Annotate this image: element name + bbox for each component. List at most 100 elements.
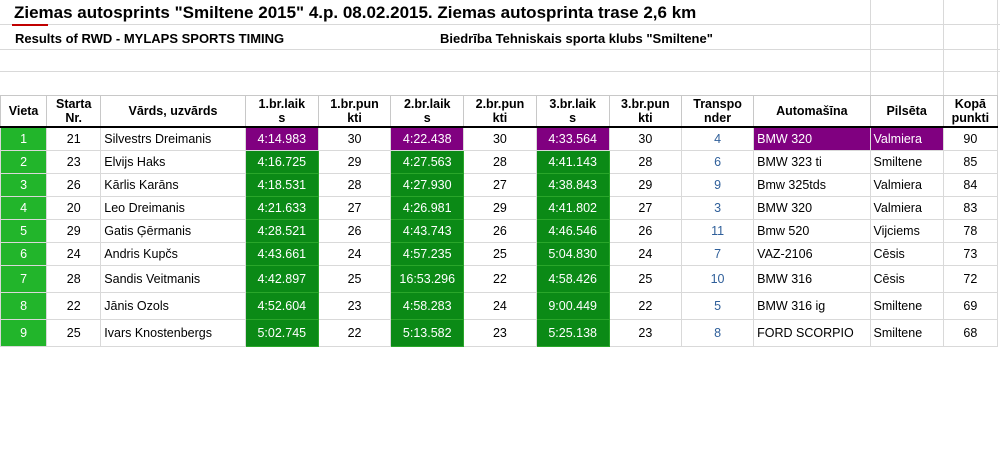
run1-points-cell: 26 <box>317 219 392 243</box>
transponder-cell: 3 <box>680 196 755 220</box>
run1-time-cell: 4:42.897 <box>244 265 319 293</box>
driver-name-cell: Kārlis Karāns <box>100 173 246 197</box>
run2-time-cell: 16:53.296 <box>390 265 465 293</box>
place-cell: 3 <box>0 173 48 197</box>
run3-time-cell: 4:46.546 <box>535 219 610 243</box>
run1-points-cell: 22 <box>317 319 392 347</box>
car-cell: Bmw 325tds <box>753 173 871 197</box>
column-header-time-1: 1.br.laik s <box>244 95 319 128</box>
column-header-points-1: 1.br.pun kti <box>317 95 392 128</box>
run3-points-cell: 30 <box>608 126 682 151</box>
header-row: Vieta Starta Nr. Vārds, uzvārds 1.br.laik… <box>0 95 999 128</box>
run3-time-cell: 4:41.802 <box>535 196 610 220</box>
run3-time-cell: 5:04.830 <box>535 242 610 266</box>
column-header-city: Pilsēta <box>869 95 944 128</box>
start-number-cell: 25 <box>46 319 102 347</box>
run3-points-cell: 25 <box>608 265 682 293</box>
transponder-cell: 10 <box>680 265 755 293</box>
run2-points-cell: 28 <box>463 150 537 174</box>
title-accent-underline <box>12 24 48 26</box>
column-header-time-3: 3.br.laik s <box>535 95 610 128</box>
table-row: 9 25 Ivars Knostenbergs 5:02.745 22 5:13.582 2… <box>0 319 999 347</box>
driver-name-cell: Sandis Veitmanis <box>100 265 246 293</box>
total-points-cell: 69 <box>942 292 999 320</box>
run2-points-cell: 22 <box>463 265 537 293</box>
column-header-starta-nr: Starta Nr. <box>46 95 102 128</box>
city-cell: Cēsis <box>869 265 944 293</box>
start-number-cell: 28 <box>46 265 102 293</box>
driver-name-cell: Jānis Ozols <box>100 292 246 320</box>
car-cell: Bmw 520 <box>753 219 871 243</box>
city-cell: Smiltene <box>869 319 944 347</box>
run3-time-cell: 5:25.138 <box>535 319 610 347</box>
run1-time-cell: 4:16.725 <box>244 150 319 174</box>
column-header-name: Vārds, uzvārds <box>100 95 246 128</box>
run2-points-cell: 30 <box>463 126 537 151</box>
place-cell: 4 <box>0 196 48 220</box>
run2-points-cell: 24 <box>463 292 537 320</box>
driver-name-cell: Silvestrs Dreimanis <box>100 126 246 151</box>
run1-time-cell: 4:52.604 <box>244 292 319 320</box>
run3-points-cell: 26 <box>608 219 682 243</box>
run1-time-cell: 4:14.983 <box>244 126 319 151</box>
total-points-cell: 73 <box>942 242 999 266</box>
run1-time-cell: 5:02.745 <box>244 319 319 347</box>
table-row: 6 24 Andris Kupčs 4:43.661 24 4:57.235 25 5:04.… <box>0 242 999 266</box>
city-cell: Valmiera <box>869 126 944 151</box>
transponder-cell: 5 <box>680 292 755 320</box>
run3-time-cell: 9:00.449 <box>535 292 610 320</box>
run1-time-cell: 4:18.531 <box>244 173 319 197</box>
start-number-cell: 20 <box>46 196 102 220</box>
city-cell: Valmiera <box>869 173 944 197</box>
driver-name-cell: Andris Kupčs <box>100 242 246 266</box>
run2-time-cell: 4:27.563 <box>390 150 465 174</box>
driver-name-cell: Gatis Ģērmanis <box>100 219 246 243</box>
run1-points-cell: 27 <box>317 196 392 220</box>
car-cell: BMW 323 ti <box>753 150 871 174</box>
run3-points-cell: 23 <box>608 319 682 347</box>
run3-points-cell: 24 <box>608 242 682 266</box>
results-body: 1 21 Silvestrs Dreimanis 4:14.983 30 4:22.438… <box>0 126 999 347</box>
city-cell: Valmiera <box>869 196 944 220</box>
column-header-points-2: 2.br.pun kti <box>463 95 537 128</box>
run3-points-cell: 28 <box>608 150 682 174</box>
run2-points-cell: 29 <box>463 196 537 220</box>
place-cell: 8 <box>0 292 48 320</box>
table-row: 7 28 Sandis Veitmanis 4:42.897 25 16:53.296 22… <box>0 265 999 293</box>
start-number-cell: 24 <box>46 242 102 266</box>
total-points-cell: 68 <box>942 319 999 347</box>
run2-time-cell: 4:58.283 <box>390 292 465 320</box>
driver-name-cell: Elvijs Haks <box>100 150 246 174</box>
run2-points-cell: 25 <box>463 242 537 266</box>
run2-points-cell: 26 <box>463 219 537 243</box>
car-cell: BMW 316 ig <box>753 292 871 320</box>
run1-time-cell: 4:43.661 <box>244 242 319 266</box>
city-cell: Smiltene <box>869 292 944 320</box>
transponder-cell: 7 <box>680 242 755 266</box>
total-points-cell: 78 <box>942 219 999 243</box>
run3-points-cell: 27 <box>608 196 682 220</box>
place-cell: 7 <box>0 265 48 293</box>
run1-points-cell: 24 <box>317 242 392 266</box>
car-cell: BMW 316 <box>753 265 871 293</box>
run1-time-cell: 4:28.521 <box>244 219 319 243</box>
spreadsheet-gridlines <box>0 0 1000 130</box>
column-header-total: Kopā punkti <box>942 95 999 128</box>
run2-points-cell: 27 <box>463 173 537 197</box>
transponder-cell: 8 <box>680 319 755 347</box>
table-row: 8 22 Jānis Ozols 4:52.604 23 4:58.283 24 9:00.4… <box>0 292 999 320</box>
city-cell: Vijciems <box>869 219 944 243</box>
run2-time-cell: 4:22.438 <box>390 126 465 151</box>
place-cell: 5 <box>0 219 48 243</box>
run1-points-cell: 28 <box>317 173 392 197</box>
city-cell: Smiltene <box>869 150 944 174</box>
place-cell: 6 <box>0 242 48 266</box>
run1-points-cell: 23 <box>317 292 392 320</box>
table-row: 1 21 Silvestrs Dreimanis 4:14.983 30 4:22.438… <box>0 126 999 151</box>
place-cell: 2 <box>0 150 48 174</box>
total-points-cell: 84 <box>942 173 999 197</box>
place-cell: 1 <box>0 126 48 151</box>
run2-time-cell: 4:57.235 <box>390 242 465 266</box>
run3-time-cell: 4:58.426 <box>535 265 610 293</box>
driver-name-cell: Leo Dreimanis <box>100 196 246 220</box>
